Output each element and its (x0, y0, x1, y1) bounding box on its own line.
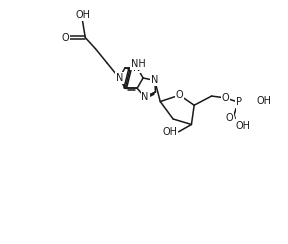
Text: O: O (226, 113, 234, 123)
Text: OH: OH (163, 127, 178, 137)
Text: N: N (133, 63, 141, 73)
Text: OH: OH (257, 96, 272, 106)
Text: OH: OH (75, 10, 90, 20)
Text: O: O (221, 93, 229, 103)
Text: N: N (141, 92, 149, 102)
Text: N: N (115, 73, 123, 83)
Text: OH: OH (235, 121, 250, 131)
Text: NH: NH (131, 59, 145, 69)
Text: P: P (236, 97, 242, 107)
Text: O: O (61, 33, 69, 43)
Text: O: O (176, 90, 183, 100)
Text: N: N (151, 75, 158, 85)
